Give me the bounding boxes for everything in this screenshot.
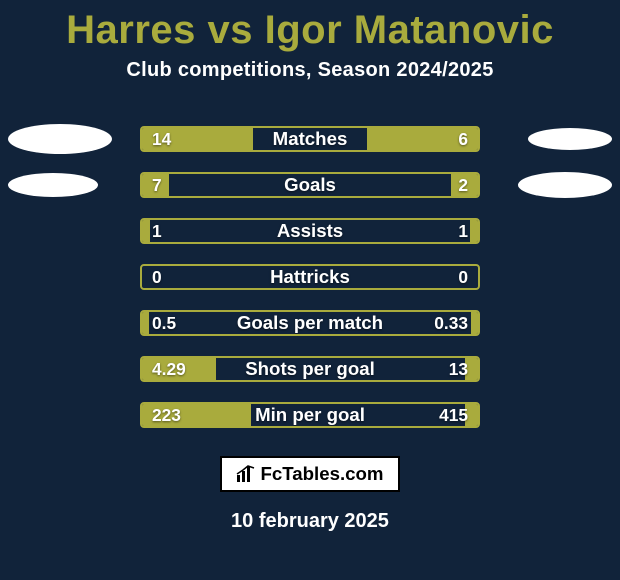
stat-row: 146Matches bbox=[0, 116, 620, 162]
stat-row: 0.5 0.33Goals per match bbox=[0, 300, 620, 346]
player-indicator-right bbox=[528, 128, 612, 150]
stat-bar: 0 0Hattricks bbox=[140, 264, 480, 290]
bar-fill-right bbox=[367, 128, 478, 150]
comparison-chart: 146Matches 72Goals 1 1Assists 0 0Hattricks 0.5… bbox=[0, 116, 620, 438]
stat-row: 1 1Assists bbox=[0, 208, 620, 254]
stat-label: Assists bbox=[142, 220, 478, 242]
stat-label: Hattricks bbox=[142, 266, 478, 288]
player-indicator-left bbox=[8, 124, 112, 154]
stat-bar: 1 1Assists bbox=[140, 218, 480, 244]
stat-row: 72Goals bbox=[0, 162, 620, 208]
page-title: Harres vs Igor Matanovic bbox=[0, 0, 620, 53]
bar-fill-right bbox=[465, 404, 478, 426]
stat-row: 0 0Hattricks bbox=[0, 254, 620, 300]
player-indicator-right bbox=[518, 172, 612, 198]
stat-value-left: 1 bbox=[152, 220, 162, 242]
bar-fill-left bbox=[142, 312, 149, 334]
stat-row: 223415Min per goal bbox=[0, 392, 620, 438]
stat-value-right: 1 bbox=[458, 220, 468, 242]
bar-fill-right bbox=[471, 312, 478, 334]
stat-bar: 0.5 0.33Goals per match bbox=[140, 310, 480, 336]
stat-value-right: 0.33 bbox=[434, 312, 468, 334]
bar-fill-left bbox=[142, 404, 251, 426]
stat-label: Goals per match bbox=[142, 312, 478, 334]
stat-bar: 72Goals bbox=[140, 172, 480, 198]
player-indicator-left bbox=[8, 173, 98, 197]
watermark-text: FcTables.com bbox=[260, 463, 383, 485]
bar-fill-left bbox=[142, 358, 216, 380]
bar-fill-left bbox=[142, 128, 253, 150]
stat-value-right: 0 bbox=[458, 266, 468, 288]
date-text: 10 february 2025 bbox=[0, 510, 620, 533]
bar-fill-left bbox=[142, 174, 169, 196]
bar-chart-icon bbox=[236, 465, 256, 483]
stat-label: Goals bbox=[142, 174, 478, 196]
stat-bar: 146Matches bbox=[140, 126, 480, 152]
stat-bar: 223415Min per goal bbox=[140, 402, 480, 428]
bar-fill-right bbox=[470, 220, 478, 242]
watermark-badge: FcTables.com bbox=[220, 456, 400, 492]
bar-fill-right bbox=[451, 174, 478, 196]
bar-fill-right bbox=[465, 358, 478, 380]
stat-row: 4.2913Shots per goal bbox=[0, 346, 620, 392]
bar-fill-left bbox=[142, 220, 150, 242]
stat-value-left: 0 bbox=[152, 266, 162, 288]
stat-value-left: 0.5 bbox=[152, 312, 176, 334]
stat-bar: 4.2913Shots per goal bbox=[140, 356, 480, 382]
page-subtitle: Club competitions, Season 2024/2025 bbox=[0, 59, 620, 82]
